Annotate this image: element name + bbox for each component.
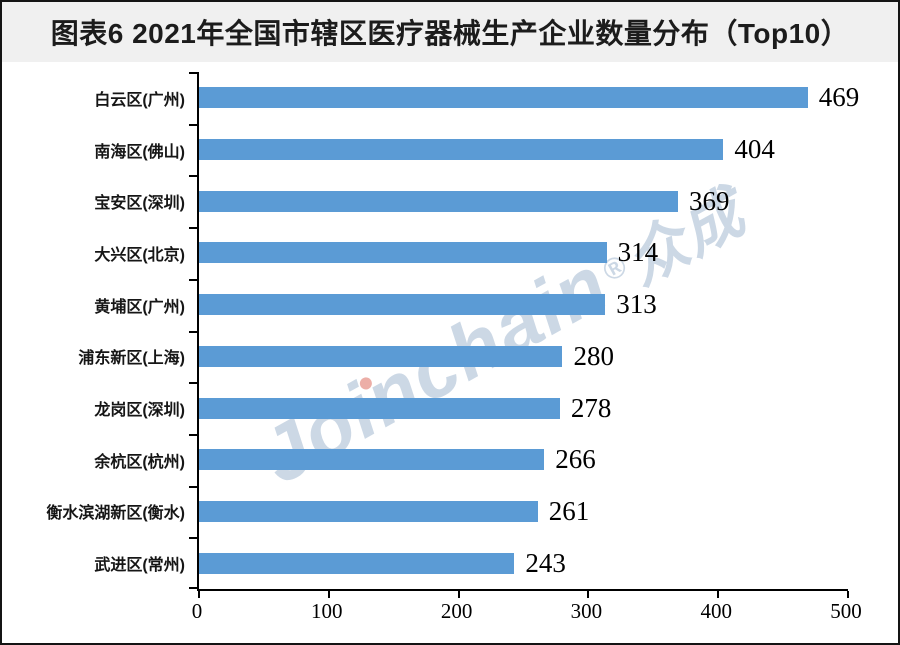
category-label: 黄埔区(广州): [94, 298, 185, 316]
bar-value-label: 266: [555, 444, 596, 475]
bar-value-label: 261: [548, 495, 590, 526]
bar-value-label: 369: [688, 185, 730, 216]
y-axis-tick: [189, 278, 197, 281]
bar-value-label: 243: [525, 547, 566, 578]
bar-row: 469: [199, 72, 859, 124]
y-axis-tick: [189, 433, 197, 436]
chart-area: Joinchain®众成 白云区(广州) 南海区(佛山) 宝安区(深圳) 大兴区(北京…: [2, 62, 898, 643]
bar: [199, 449, 545, 471]
bar-row: 313: [199, 279, 848, 331]
category-label: 衡水滨湖新区(衡水): [46, 505, 185, 523]
bar: [199, 345, 563, 367]
y-axis-tick: [189, 330, 197, 333]
y-axis-tick: [189, 587, 197, 589]
bar-row: 280: [199, 331, 848, 383]
bar-row: 278: [199, 382, 848, 434]
x-axis-tick: [457, 591, 460, 598]
y-axis-tick: [189, 227, 197, 230]
bar: [199, 397, 560, 419]
x-axis-tick-label: 200: [440, 599, 473, 623]
bar-value-label: 314: [617, 237, 659, 268]
title-band: 图表6 2021年全国市辖区医疗器械生产企业数量分布（Top10）: [2, 2, 898, 62]
x-axis-tick: [587, 591, 590, 598]
category-label: 白云区(广州): [94, 91, 185, 109]
x-axis-tick-label: 500: [830, 599, 862, 623]
y-axis-tick: [189, 382, 197, 385]
bar-value-label: 404: [734, 134, 775, 165]
bar-row: 266: [199, 434, 848, 486]
y-axis-tick: [189, 123, 197, 126]
x-axis-tick: [847, 591, 849, 598]
bar: [199, 552, 515, 574]
y-axis-tick: [189, 175, 197, 178]
bar: [199, 500, 538, 522]
x-axis-tick: [327, 591, 330, 598]
bar: [199, 190, 678, 212]
bar: [199, 139, 724, 161]
category-label: 浦东新区(上海): [78, 350, 185, 368]
category-label: 南海区(佛山): [94, 143, 185, 161]
category-label: 大兴区(北京): [94, 246, 185, 264]
bar-row: 243: [199, 537, 848, 589]
bar-row: 369: [199, 175, 848, 227]
bar-value-label: 280: [573, 340, 614, 371]
bar-row: 261: [199, 486, 848, 538]
y-axis-tick: [189, 72, 197, 74]
bar: [199, 87, 808, 109]
category-label: 武进区(常州): [94, 557, 185, 575]
bar-value-label: 313: [616, 289, 657, 320]
x-axis-tick: [717, 591, 720, 598]
x-axis-tick-label: 0: [191, 599, 203, 623]
x-axis-tick-label: 300: [570, 599, 603, 623]
bar-row: 314: [199, 227, 848, 279]
y-axis-tick: [189, 537, 197, 540]
bar: [199, 294, 606, 316]
figure-title: 图表6 2021年全国市辖区医疗器械生产企业数量分布（Top10）: [50, 18, 850, 49]
plot-area: 469 404 369 314 313 280 278 266 261 243: [189, 72, 859, 598]
x-axis-tick-label: 400: [700, 599, 732, 623]
x-axis-tick: [198, 591, 200, 598]
bar: [199, 242, 607, 264]
category-label: 余杭区(杭州): [94, 453, 185, 471]
y-axis-tick: [189, 485, 197, 488]
bar-row: 404: [199, 124, 848, 176]
category-label: 龙岗区(深圳): [94, 402, 185, 420]
category-label: 宝安区(深圳): [94, 195, 185, 213]
bar-value-label: 469: [818, 82, 860, 113]
bar-value-label: 278: [570, 392, 612, 423]
x-axis-tick-label: 100: [311, 599, 343, 623]
